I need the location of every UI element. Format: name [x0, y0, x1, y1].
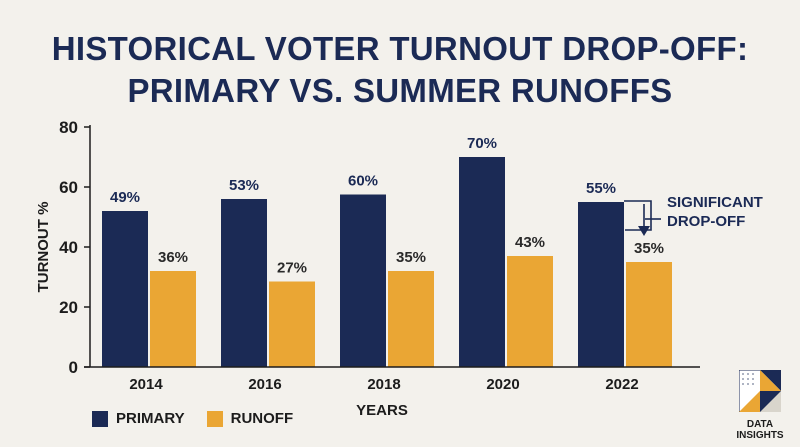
bar-runoff-2016	[269, 281, 315, 367]
y-tick-label: 20	[59, 298, 78, 317]
data-label-runoff-2020: 43%	[515, 234, 545, 251]
data-label-runoff-2016: 27%	[277, 260, 307, 277]
legend-item-runoff: RUNOFF	[206, 410, 294, 427]
annotation-arrow-head	[638, 226, 650, 236]
data-label-primary-2016: 53%	[229, 177, 259, 194]
bar-primary-2016	[221, 199, 267, 367]
bar-primary-2018	[340, 194, 386, 367]
data-label-primary-2022: 55%	[586, 180, 616, 197]
legend: PRIMARY RUNOFF	[92, 410, 315, 427]
bar-runoff-2018	[388, 271, 434, 367]
bar-primary-2020	[459, 157, 505, 367]
legend-label-runoff: RUNOFF	[230, 410, 294, 427]
legend-swatch-runoff	[206, 410, 223, 427]
logo-text-line-1: DATA	[746, 419, 774, 430]
logo-icon	[738, 369, 782, 413]
legend-label-primary: PRIMARY	[116, 410, 185, 427]
x-tick-label-2014: 2014	[129, 376, 163, 393]
x-tick-label-2022: 2022	[605, 376, 638, 393]
y-tick-label: 0	[69, 358, 78, 377]
annotation-text-line-1: SIGNIFICANT	[667, 194, 763, 211]
data-label-runoff-2022: 35%	[634, 240, 664, 257]
bar-primary-2014	[102, 211, 148, 367]
bar-runoff-2022	[626, 262, 672, 367]
x-tick-label-2018: 2018	[367, 376, 400, 393]
data-label-primary-2014: 49%	[110, 189, 140, 206]
logo-text: DATA INSIGHTS	[735, 419, 785, 441]
y-tick-label: 40	[59, 238, 78, 257]
annotation-text-line-2: DROP-OFF	[667, 213, 745, 230]
y-tick-label: 60	[59, 178, 78, 197]
x-tick-label-2020: 2020	[486, 376, 519, 393]
data-label-primary-2018: 60%	[348, 173, 378, 190]
x-axis-title: YEARS	[356, 402, 408, 419]
y-axis-title: TURNOUT %	[35, 202, 52, 293]
legend-item-primary: PRIMARY	[92, 410, 185, 427]
bar-runoff-2020	[507, 256, 553, 367]
x-tick-label-2016: 2016	[248, 376, 281, 393]
chart-title-line-1: HISTORICAL VOTER TURNOUT DROP-OFF:	[51, 30, 749, 67]
chart-title: HISTORICAL VOTER TURNOUT DROP-OFF: PRIMA…	[0, 28, 800, 112]
data-insights-logo: DATA INSIGHTS	[735, 369, 785, 441]
bar-primary-2022	[578, 202, 624, 367]
y-tick-label: 80	[59, 118, 78, 137]
annotation-bracket	[624, 200, 652, 231]
legend-swatch-primary	[92, 410, 108, 427]
data-label-runoff-2014: 36%	[158, 249, 188, 266]
chart-title-line-2: PRIMARY VS. SUMMER RUNOFFS	[127, 72, 673, 109]
data-label-primary-2020: 70%	[467, 135, 497, 152]
bar-runoff-2014	[150, 271, 196, 367]
data-label-runoff-2018: 35%	[396, 249, 426, 266]
logo-text-line-2: INSIGHTS	[736, 430, 784, 441]
